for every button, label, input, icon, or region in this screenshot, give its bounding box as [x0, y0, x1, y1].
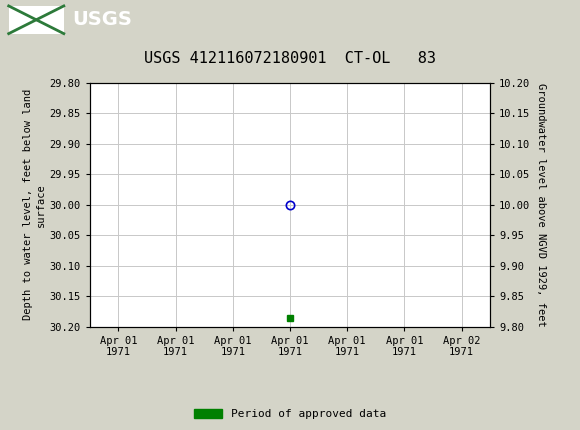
Text: USGS 412116072180901  CT-OL   83: USGS 412116072180901 CT-OL 83 — [144, 52, 436, 66]
Legend: Period of approved data: Period of approved data — [190, 405, 390, 424]
Text: USGS: USGS — [72, 10, 132, 29]
FancyBboxPatch shape — [9, 6, 64, 34]
Y-axis label: Depth to water level, feet below land
surface: Depth to water level, feet below land su… — [23, 89, 45, 320]
Y-axis label: Groundwater level above NGVD 1929, feet: Groundwater level above NGVD 1929, feet — [536, 83, 546, 326]
